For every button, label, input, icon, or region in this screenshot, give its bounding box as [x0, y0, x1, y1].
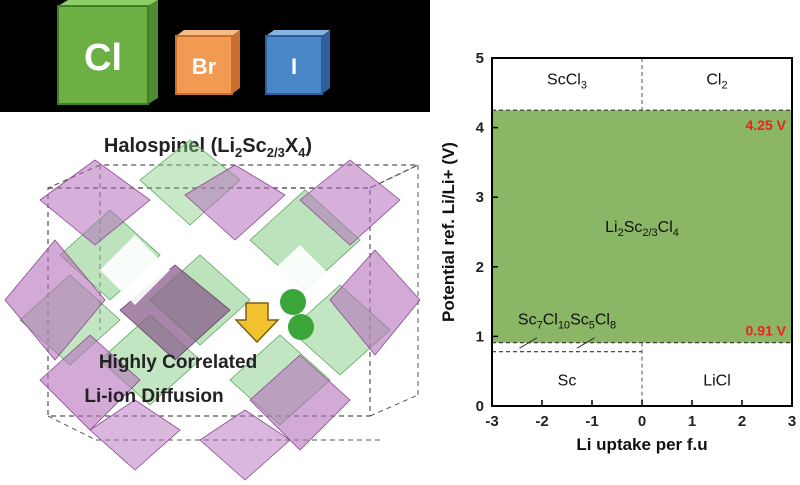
x-tick-label-4: 1	[688, 413, 696, 430]
y-tick-label-5: 5	[476, 50, 484, 67]
y-tick-label-4: 4	[476, 120, 485, 137]
structure-illustration: Cl Br I Halospinel (Li2Sc2/3X4)	[0, 0, 430, 481]
x-tick-label-3: 0	[638, 413, 646, 430]
diffusion-arrow	[234, 302, 280, 344]
y-tick-label-1: 1	[476, 328, 484, 345]
structure-title: Halospinel (Li2Sc2/3X4)	[104, 135, 312, 160]
region-label-phase: Li2Sc2/3Cl4	[605, 219, 679, 239]
element-tile-i: I	[265, 30, 330, 95]
element-i-label: I	[291, 54, 297, 79]
li-ion-2	[288, 314, 314, 340]
region-label-decomposition: Sc7Cl10Sc5Cl8	[518, 312, 616, 332]
chart-panel: -3 -2 -1 0 1 2 3 0 1 2 3 4 5 Li uptake per f.u Potenti…	[432, 36, 800, 485]
decomp-pointer-1	[519, 337, 538, 349]
x-tick-label-0: -3	[485, 413, 498, 430]
x-tick-label-6: 3	[788, 413, 796, 430]
region-label-sccl3: ScCl3	[547, 71, 587, 91]
region-label-sc: Sc	[558, 373, 577, 390]
y-tick-label-3: 3	[476, 189, 484, 206]
x-axis-label: Li uptake per f.u	[576, 435, 707, 454]
stable-window-band	[492, 110, 792, 343]
y-axis-label: Potential ref. Li/Li+ (V)	[439, 142, 458, 322]
stability-chart: -3 -2 -1 0 1 2 3 0 1 2 3 4 5 Li uptake per f.u Potenti…	[432, 36, 800, 485]
x-tick-label-1: -2	[535, 413, 548, 430]
lower-voltage-label: 0.91 V	[746, 323, 787, 339]
crystal-structure	[4, 139, 421, 481]
element-br-label: Br	[192, 54, 217, 79]
decomp-pointer-2	[576, 337, 595, 349]
upper-voltage-label: 4.25 V	[746, 117, 787, 133]
li-ion-1	[280, 289, 306, 315]
element-tile-cl: Cl	[57, 0, 158, 105]
element-tile-br: Br	[175, 30, 240, 95]
y-tick-label-2: 2	[476, 259, 484, 276]
element-cl-label: Cl	[84, 37, 122, 79]
x-tick-label-5: 2	[738, 413, 746, 430]
region-label-licl: LiCl	[703, 373, 731, 390]
caption-line-2: Li-ion Diffusion	[84, 386, 223, 407]
y-tick-label-0: 0	[476, 398, 484, 415]
region-label-cl2: Cl2	[706, 71, 727, 91]
x-tick-label-2: -1	[585, 413, 598, 430]
caption-line-1: Highly Correlated	[99, 352, 257, 373]
